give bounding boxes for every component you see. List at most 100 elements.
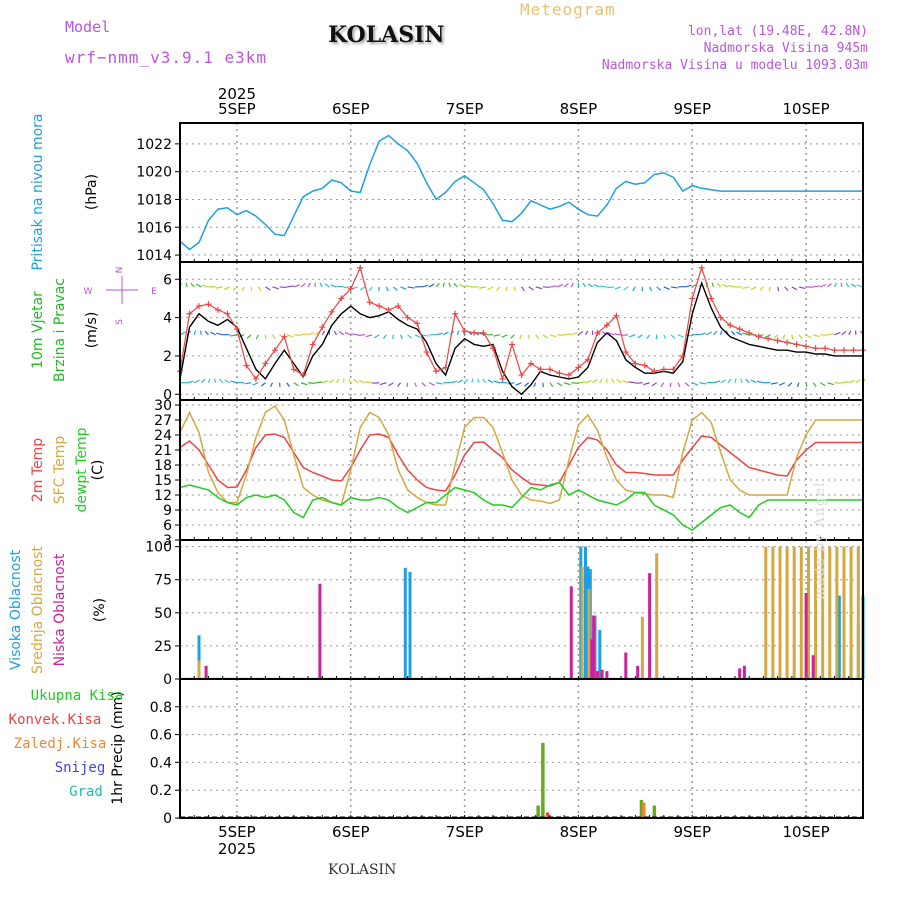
year-label-bottom: 2025 <box>218 840 256 858</box>
wind-barb <box>487 379 494 384</box>
bar-niska-oblacnost <box>592 615 596 679</box>
y-tick-label: 12 <box>154 488 172 504</box>
wind-barb <box>643 382 650 386</box>
gust-marker <box>471 329 478 336</box>
wind-barb <box>535 286 543 290</box>
bar-srednja-oblacnost <box>764 546 768 679</box>
bar-niska-oblacnost <box>648 573 652 679</box>
gust-marker <box>556 370 563 377</box>
wind-barb <box>637 334 643 339</box>
y-tick-label: 30 <box>154 398 172 414</box>
wind-barb <box>564 382 571 386</box>
wind-barb <box>442 282 445 288</box>
gust-marker <box>338 295 345 302</box>
wind-barb <box>458 283 465 288</box>
wind-barb <box>716 282 722 288</box>
bar-srednja-oblacnost <box>778 546 782 679</box>
ylabel-pressure: Pritisak na nivou mora <box>30 113 46 270</box>
wind-barb <box>279 286 287 289</box>
bar-visoka-oblacnost <box>837 595 841 679</box>
gust-marker <box>490 345 497 352</box>
wind-barb <box>365 334 373 338</box>
gust-marker <box>224 310 231 317</box>
wind-barb <box>549 285 557 288</box>
gust-marker <box>357 264 364 271</box>
ylabel-wind-2: Brzina i Pravac <box>52 278 68 382</box>
bar-srednja-oblacnost <box>814 546 818 679</box>
gust-marker <box>499 375 506 382</box>
wind-barb <box>379 382 387 386</box>
wind-barb <box>428 283 435 288</box>
bar-srednja-oblacnost <box>842 546 846 679</box>
wind-barb <box>646 334 651 340</box>
wind-barb <box>219 378 224 384</box>
wind-barb <box>400 286 407 290</box>
gust-marker <box>613 312 620 319</box>
wind-barb <box>706 331 712 336</box>
gust-marker <box>812 345 819 352</box>
bar-visoka-oblacnost <box>408 571 412 679</box>
wind-barb <box>812 382 817 387</box>
gust-marker <box>366 299 373 306</box>
y-tick-label: 6 <box>163 518 172 534</box>
wind-barb <box>742 332 750 336</box>
bar-niska-oblacnost <box>590 639 594 679</box>
model-elevation-info: Nadmorska Visina u modelu 1093.03m <box>601 58 868 73</box>
wind-barb <box>392 334 395 340</box>
wind-barb <box>487 286 494 291</box>
y-tick-label: 18 <box>154 458 172 474</box>
day-label-top: 6SEP <box>332 100 370 118</box>
wind-barb <box>623 286 629 291</box>
footer-station: KOLASIN <box>328 862 397 878</box>
y-tick-label: 50 <box>154 606 172 622</box>
wind-barb <box>255 334 259 340</box>
wind-barb <box>599 378 603 384</box>
bar-srednja-oblacnost <box>849 546 853 679</box>
series-line-sfc-temp <box>179 404 863 506</box>
wind-barb <box>200 378 206 384</box>
gust-marker <box>727 322 734 329</box>
gust-marker <box>414 320 421 327</box>
gust-marker <box>641 362 648 369</box>
gust-marker <box>575 364 582 371</box>
gust-marker <box>385 306 392 313</box>
wind-barb <box>805 334 812 339</box>
wind-barb <box>207 378 211 383</box>
wind-barb <box>382 334 387 340</box>
gust-marker <box>803 343 810 350</box>
compass-s: S <box>115 319 125 325</box>
bar-niska-oblacnost <box>804 593 808 679</box>
wind-barb <box>750 379 757 384</box>
wind-barb <box>286 382 290 387</box>
wind-barb <box>414 334 421 338</box>
gust-marker <box>271 347 278 354</box>
wind-barb <box>493 334 501 337</box>
wind-barb <box>756 380 764 384</box>
wind-barb <box>246 334 252 339</box>
wind-barb <box>216 332 223 336</box>
y-tick-label: 24 <box>154 428 172 444</box>
wind-barb <box>407 334 412 339</box>
wind-barb <box>477 378 480 383</box>
wind-barb <box>505 286 508 292</box>
wind-barb <box>820 382 826 387</box>
wind-barb <box>599 285 607 288</box>
wind-barb <box>515 382 522 386</box>
wind-barb <box>585 379 592 384</box>
wind-barb <box>322 380 329 384</box>
gust-marker <box>395 303 402 310</box>
wind-barb <box>632 286 636 292</box>
wind-barb <box>827 333 835 336</box>
wind-barb <box>453 282 458 288</box>
wind-barb <box>324 283 330 288</box>
gust-marker <box>461 328 468 334</box>
legend-snijeg: Snijeg <box>55 760 106 776</box>
wind-barb <box>250 286 253 292</box>
gust-marker <box>290 366 297 373</box>
day-label-top: 7SEP <box>446 100 484 118</box>
wind-barb <box>193 379 200 384</box>
wind-barb <box>734 378 737 383</box>
gust-marker <box>565 372 572 379</box>
gust-marker <box>205 301 212 308</box>
wind-barb <box>528 286 534 291</box>
